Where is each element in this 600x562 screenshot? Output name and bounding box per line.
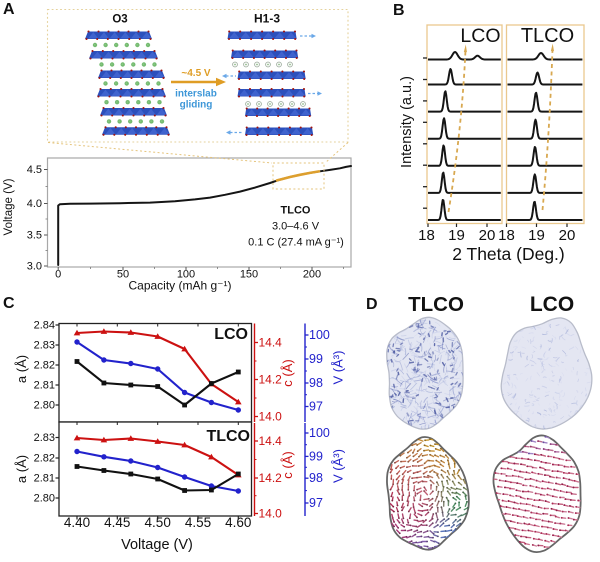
svg-text:20: 20 <box>479 227 496 244</box>
svg-text:18: 18 <box>498 227 515 244</box>
svg-text:97: 97 <box>309 400 323 414</box>
svg-text:14.4: 14.4 <box>259 336 283 350</box>
svg-text:4.55: 4.55 <box>185 515 211 530</box>
svg-text:2.84: 2.84 <box>34 320 55 332</box>
svg-text:a (Å): a (Å) <box>14 355 29 383</box>
svg-text:97: 97 <box>309 496 323 510</box>
svg-text:4.50: 4.50 <box>145 515 171 530</box>
svg-text:4.40: 4.40 <box>64 515 90 530</box>
svg-text:~4.5 V: ~4.5 V <box>181 68 211 79</box>
svg-text:99: 99 <box>309 352 323 366</box>
svg-text:200: 200 <box>303 269 321 281</box>
svg-text:O3: O3 <box>112 14 127 26</box>
svg-text:100: 100 <box>177 269 195 281</box>
svg-text:H1-3: H1-3 <box>254 12 280 26</box>
svg-text:B: B <box>393 2 405 19</box>
svg-text:14.0: 14.0 <box>259 507 283 521</box>
svg-text:2.80: 2.80 <box>34 493 55 505</box>
svg-text:4.45: 4.45 <box>104 515 130 530</box>
svg-text:Intensity (a.u.): Intensity (a.u.) <box>399 76 415 168</box>
svg-text:14.2: 14.2 <box>259 471 283 485</box>
svg-text:a (Å): a (Å) <box>14 455 29 483</box>
svg-text:100: 100 <box>309 426 330 440</box>
svg-text:3.5: 3.5 <box>27 230 42 242</box>
svg-text:4.5: 4.5 <box>27 164 42 176</box>
svg-text:2.82: 2.82 <box>34 360 55 372</box>
svg-text:2.81: 2.81 <box>34 380 55 392</box>
svg-text:C: C <box>3 295 15 312</box>
svg-text:2.83: 2.83 <box>34 432 55 444</box>
svg-text:TLCO: TLCO <box>281 205 311 217</box>
svg-text:V (Å³): V (Å³) <box>331 449 346 483</box>
svg-text:Voltage (V): Voltage (V) <box>3 178 15 235</box>
svg-text:2.82: 2.82 <box>34 453 55 465</box>
svg-text:Voltage (V): Voltage (V) <box>121 537 193 553</box>
svg-text:2.83: 2.83 <box>34 340 55 352</box>
svg-text:gliding: gliding <box>180 100 213 111</box>
svg-text:100: 100 <box>309 328 330 342</box>
svg-text:V (Å³): V (Å³) <box>331 351 346 385</box>
svg-text:TLCO: TLCO <box>408 293 464 316</box>
svg-text:c (Å): c (Å) <box>280 359 295 386</box>
svg-text:98: 98 <box>309 471 323 485</box>
svg-text:99: 99 <box>309 449 323 463</box>
svg-text:LCO: LCO <box>530 293 574 316</box>
svg-text:D: D <box>366 296 378 313</box>
svg-text:19: 19 <box>528 227 545 244</box>
svg-text:50: 50 <box>117 269 129 281</box>
svg-text:14.0: 14.0 <box>259 410 283 424</box>
svg-text:LCO: LCO <box>214 326 248 343</box>
svg-text:19: 19 <box>448 227 465 244</box>
svg-text:interslab: interslab <box>175 89 217 100</box>
svg-text:98: 98 <box>309 376 323 390</box>
svg-text:4.60: 4.60 <box>225 515 251 530</box>
svg-text:c (Å): c (Å) <box>280 451 295 478</box>
svg-text:Capacity (mAh g⁻¹): Capacity (mAh g⁻¹) <box>128 279 231 293</box>
svg-text:A: A <box>3 1 15 18</box>
svg-text:14.4: 14.4 <box>259 434 283 448</box>
svg-text:2.81: 2.81 <box>34 473 55 485</box>
svg-text:0.1 C (27.4 mA g⁻¹): 0.1 C (27.4 mA g⁻¹) <box>248 237 344 249</box>
svg-text:20: 20 <box>559 227 576 244</box>
svg-text:2 Theta (Deg.): 2 Theta (Deg.) <box>452 244 565 264</box>
svg-text:TLCO: TLCO <box>206 428 250 445</box>
svg-text:14.2: 14.2 <box>259 373 283 387</box>
svg-text:18: 18 <box>418 227 435 244</box>
svg-text:3.0: 3.0 <box>27 261 42 273</box>
svg-text:3.0–4.6 V: 3.0–4.6 V <box>272 221 320 233</box>
svg-text:0: 0 <box>55 269 61 281</box>
svg-text:2.80: 2.80 <box>34 400 55 412</box>
svg-text:4.0: 4.0 <box>27 198 42 210</box>
svg-text:LCO: LCO <box>460 25 500 47</box>
svg-text:TLCO: TLCO <box>521 25 574 47</box>
svg-text:150: 150 <box>240 269 258 281</box>
